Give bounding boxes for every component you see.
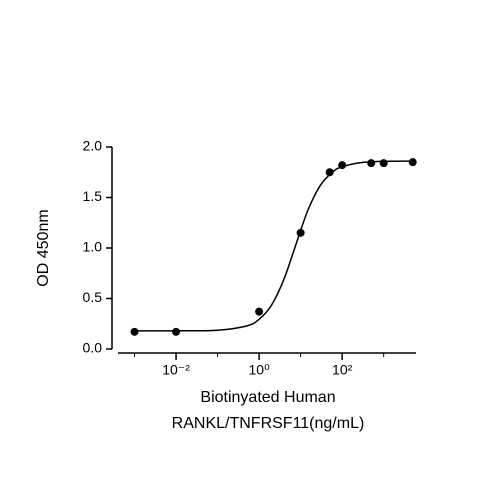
y-tick-label: 2.0 (83, 138, 103, 154)
data-point (325, 168, 334, 177)
data-point (338, 161, 347, 170)
y-tick-label: 1.5 (83, 188, 103, 204)
fit-curve (134, 160, 413, 332)
y-tick-label: 0.0 (83, 340, 103, 356)
x-tick-label: 10⁰ (249, 362, 271, 378)
x-axis-title: Biotinyated Human (200, 389, 335, 406)
x-tick-label: 10² (332, 362, 353, 378)
x-tick-label: 10⁻² (162, 362, 190, 378)
x-axis-title: RANKL/TNFRSF11(ng/mL) (172, 415, 365, 432)
data-point (408, 158, 417, 167)
data-point (255, 307, 264, 316)
data-point (367, 159, 376, 168)
data-point (130, 327, 139, 336)
data-point (296, 228, 305, 237)
data-point (172, 327, 181, 336)
data-point (379, 159, 388, 168)
y-tick-label: 1.0 (83, 239, 103, 255)
y-tick-label: 0.5 (83, 289, 103, 305)
y-axis-title: OD 450nm (35, 209, 52, 286)
